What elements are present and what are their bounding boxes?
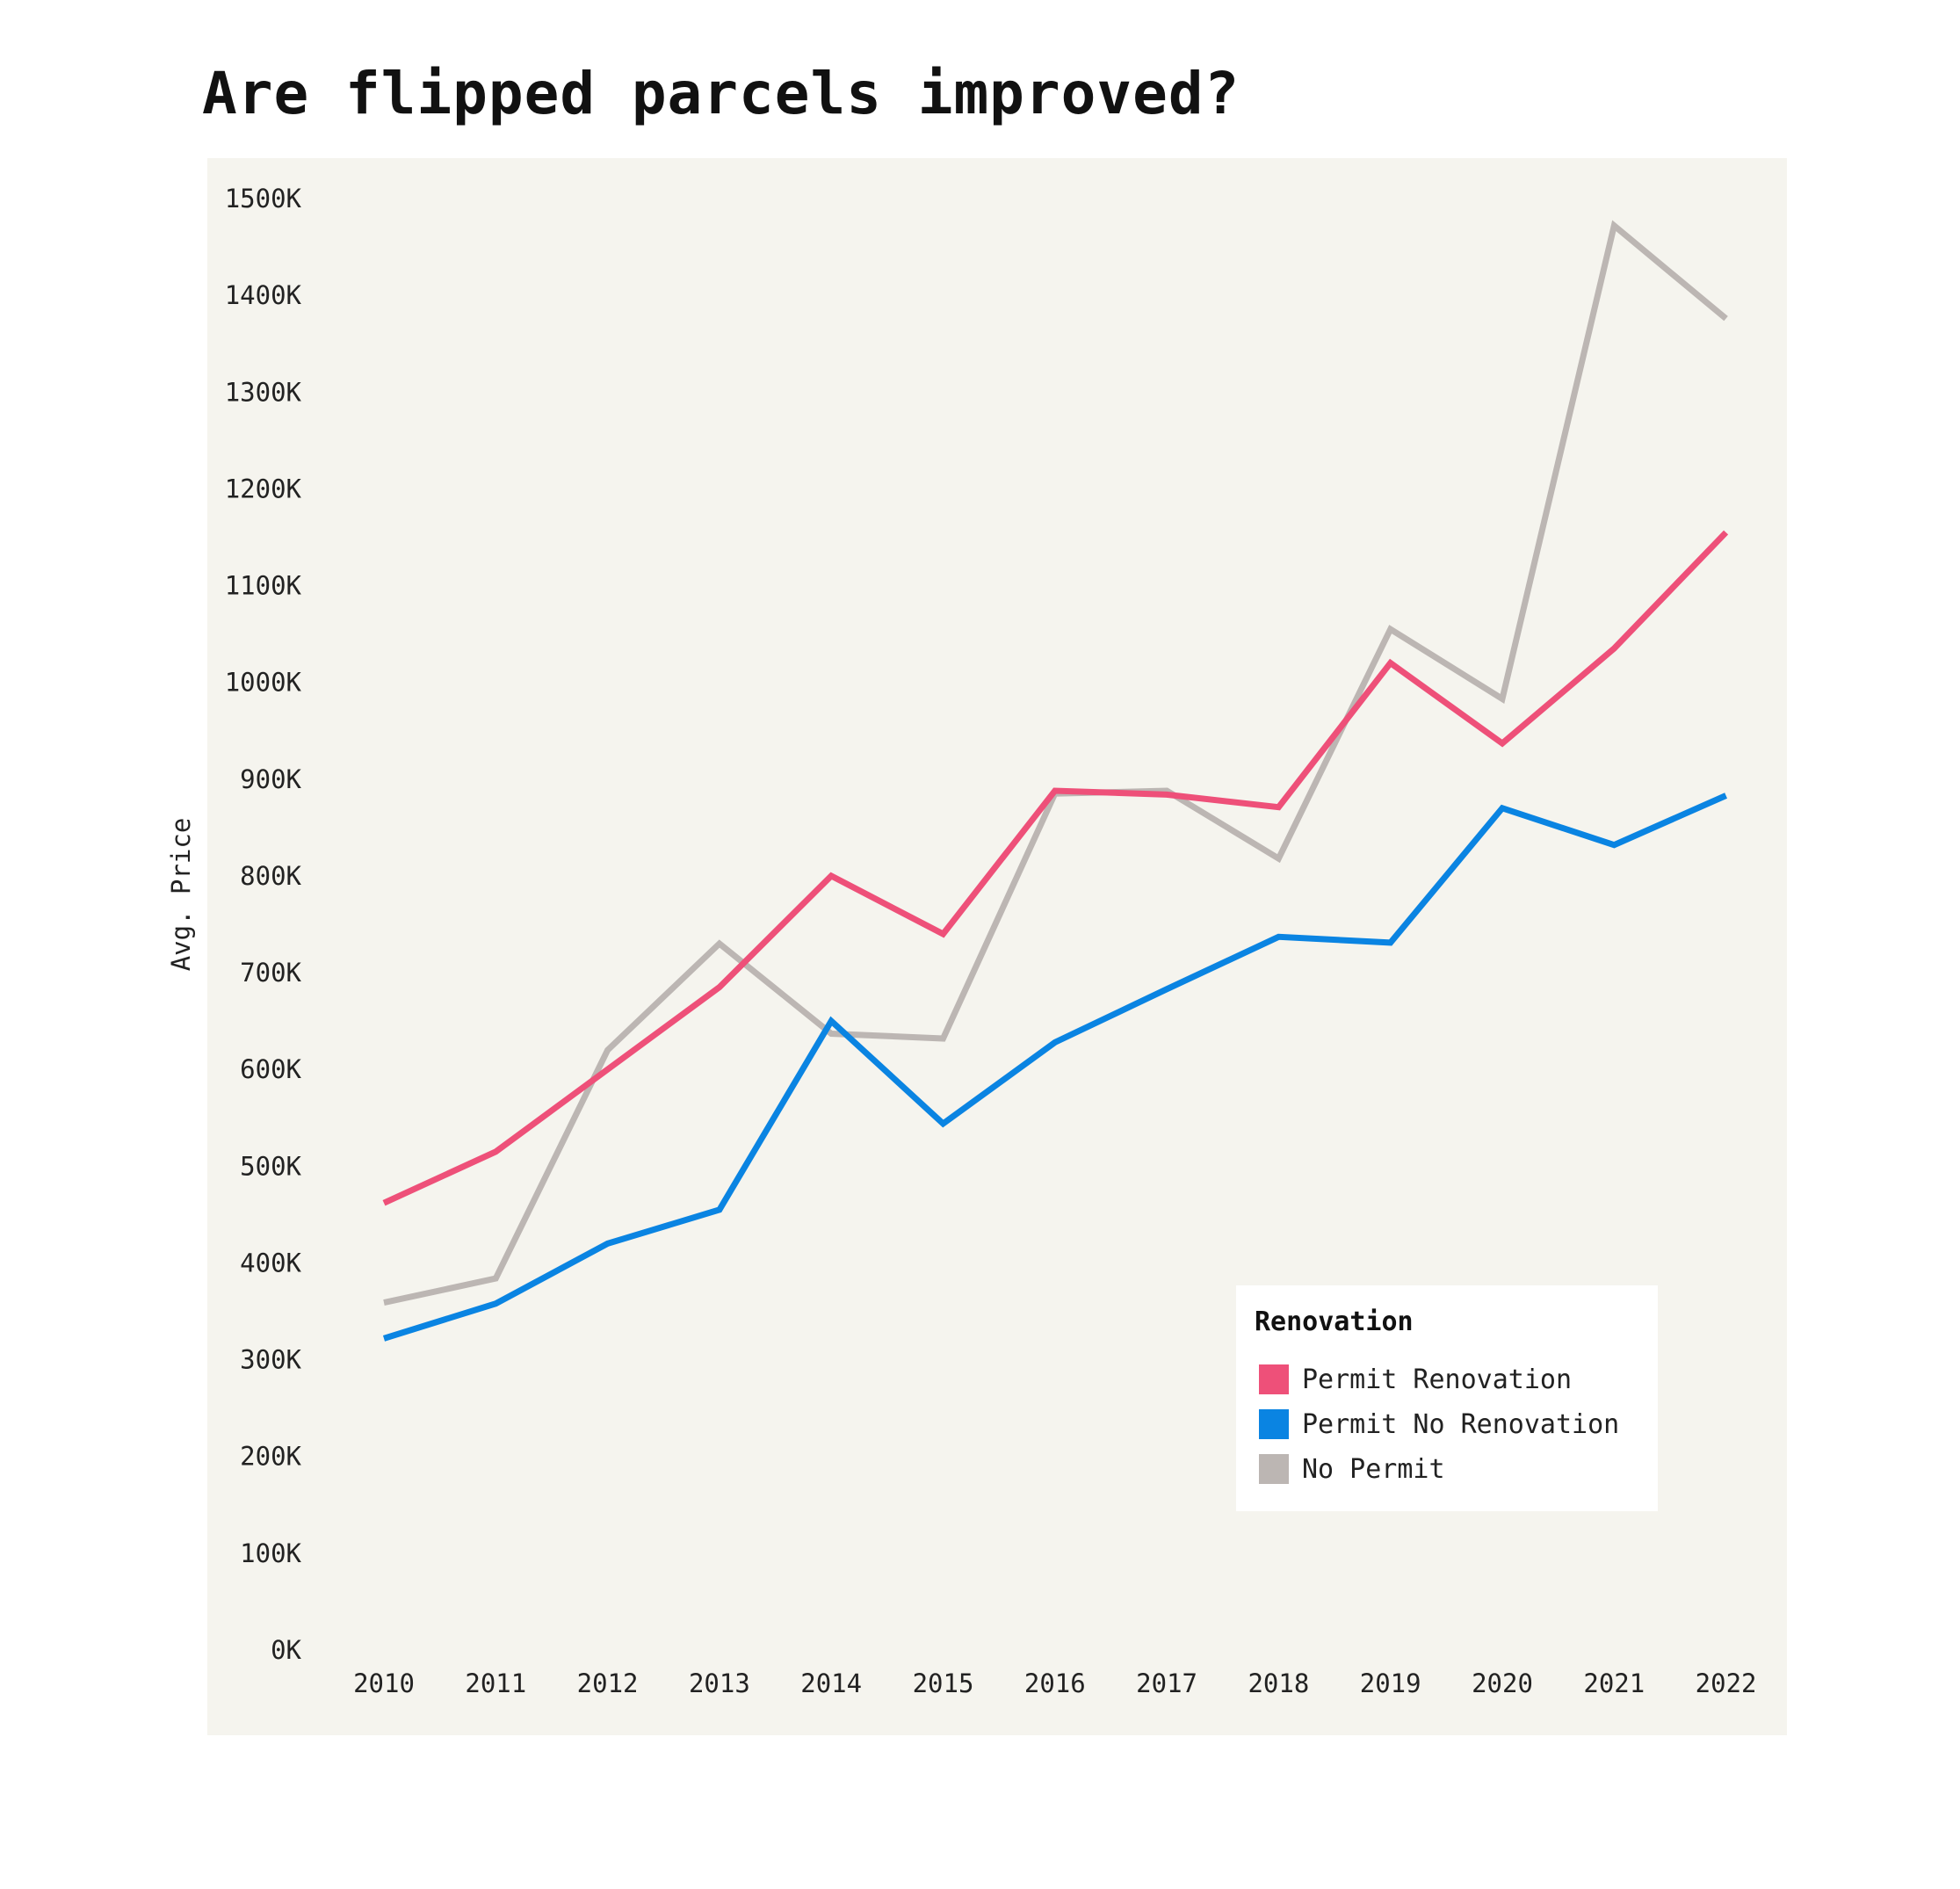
- y-tick-label: 1500K: [225, 184, 302, 214]
- y-tick-label: 1000K: [225, 668, 302, 698]
- x-tick-label: 2010: [353, 1668, 415, 1698]
- y-tick-label: 900K: [240, 764, 301, 794]
- x-tick-label: 2014: [800, 1668, 862, 1698]
- legend-swatch: [1259, 1454, 1289, 1484]
- y-tick-label: 200K: [240, 1442, 301, 1472]
- legend-swatch: [1259, 1409, 1289, 1439]
- x-tick-label: 2013: [689, 1668, 750, 1698]
- x-tick-label: 2018: [1248, 1668, 1309, 1698]
- series-line: [382, 530, 1729, 1206]
- y-tick-label: 800K: [240, 861, 301, 891]
- x-tick-label: 2022: [1696, 1668, 1757, 1698]
- chart-title: Are flipped parcels improved?: [202, 60, 1240, 127]
- x-axis: 2010 2011 2012 2013 2014 2015 2016 2017 2018 2019…: [353, 1668, 1756, 1698]
- x-tick-label: 2012: [577, 1668, 639, 1698]
- legend-swatch: [1259, 1364, 1289, 1394]
- x-tick-label: 2019: [1360, 1668, 1421, 1698]
- x-tick-label: 2020: [1472, 1668, 1533, 1698]
- y-tick-label: 1400K: [225, 280, 302, 310]
- legend-items: Permit Renovation Permit No Renovation No …: [1259, 1364, 1619, 1485]
- x-tick-label: 2017: [1136, 1668, 1197, 1698]
- series-line: [382, 793, 1728, 1342]
- y-tick-label: 600K: [240, 1054, 301, 1084]
- y-tick-label: 700K: [240, 958, 301, 988]
- y-tick-label: 1300K: [225, 377, 302, 407]
- x-tick-label: 2021: [1583, 1668, 1645, 1698]
- y-tick-label: 400K: [240, 1248, 301, 1277]
- legend-title: Renovation: [1255, 1306, 1414, 1337]
- x-tick-label: 2016: [1024, 1668, 1086, 1698]
- x-tick-label: 2011: [465, 1668, 526, 1698]
- legend-box: [1236, 1285, 1658, 1511]
- y-axis-title: Avg. Price: [166, 818, 196, 972]
- y-tick-label: 1100K: [225, 571, 302, 601]
- x-tick-label: 2015: [913, 1668, 974, 1698]
- legend-label: No Permit: [1302, 1454, 1445, 1485]
- legend-label: Permit Renovation: [1302, 1364, 1572, 1395]
- legend: Renovation Permit Renovation Permit No Re…: [1236, 1285, 1658, 1511]
- y-tick-label: 100K: [240, 1538, 301, 1568]
- y-axis: 0K 100K 200K 300K 400K 500K 600K 700K 800K 900K 10…: [225, 184, 302, 1665]
- y-tick-label: 0K: [271, 1635, 301, 1665]
- y-tick-label: 300K: [240, 1345, 301, 1375]
- series-layer: [382, 220, 1729, 1342]
- y-tick-label: 1200K: [225, 474, 302, 503]
- legend-label: Permit No Renovation: [1302, 1409, 1619, 1440]
- y-tick-label: 500K: [240, 1151, 301, 1181]
